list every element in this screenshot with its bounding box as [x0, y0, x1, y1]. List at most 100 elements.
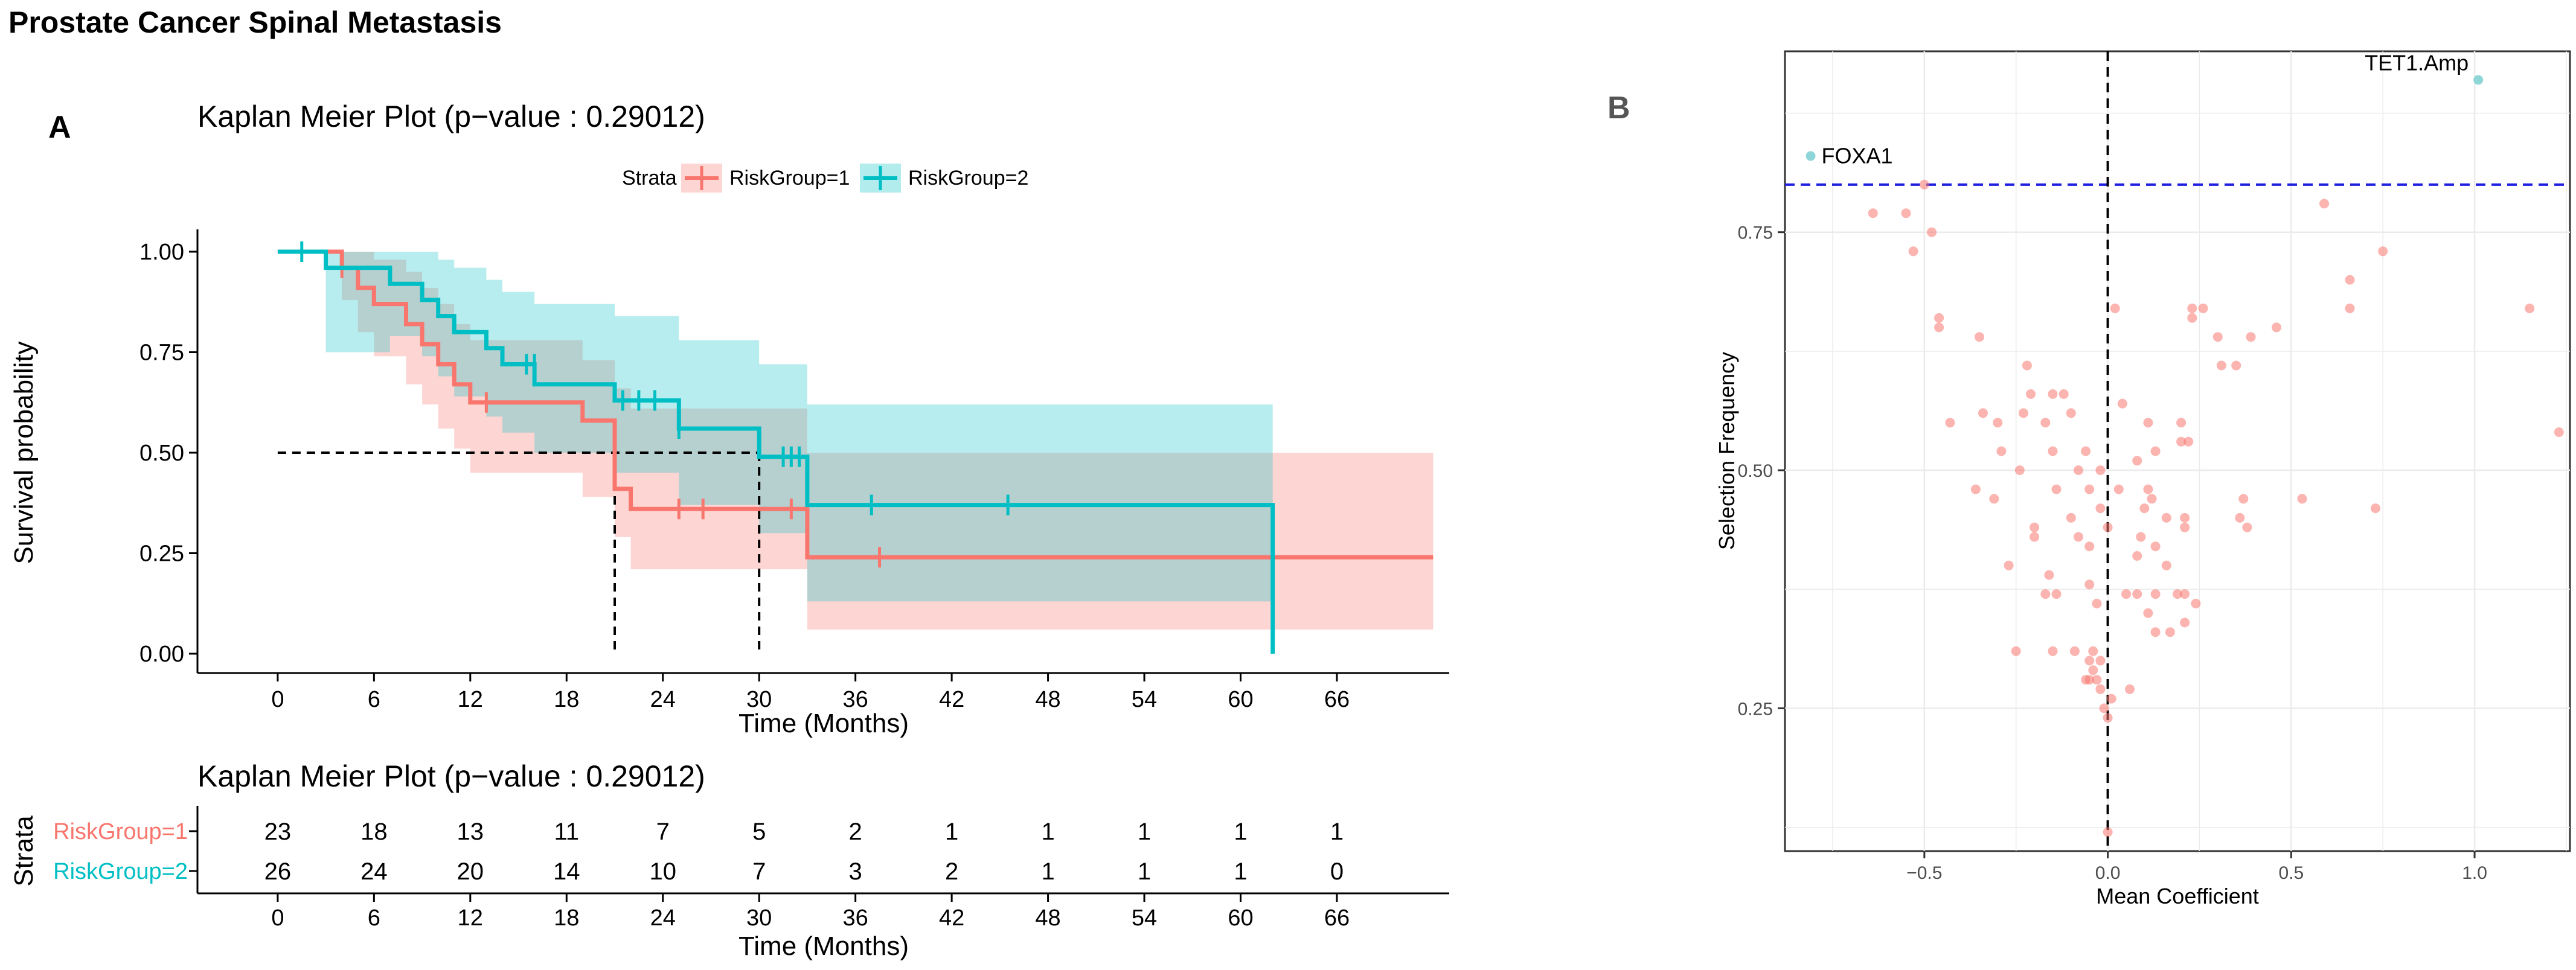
risk-table-cell-r2-c9: 1	[1138, 858, 1151, 885]
scatter-point-84	[2180, 512, 2190, 523]
km-legend-title: Strata	[622, 167, 677, 190]
scatter-point-4	[1919, 179, 1929, 190]
scatter-point-47	[2095, 656, 2106, 666]
scatter-point-61	[2212, 332, 2223, 342]
scatter-point-31	[2030, 522, 2040, 532]
scatter-x-tick-label-3: 1.0	[2462, 863, 2487, 883]
scatter-point-71	[2554, 427, 2564, 437]
scatter-point-27	[2051, 484, 2062, 494]
scatter-point-75	[2176, 436, 2187, 447]
risk-table-x-tick-label-4: 24	[650, 905, 676, 931]
scatter-point-78	[2150, 446, 2161, 456]
km-x-tick-label-1: 6	[368, 687, 380, 712]
scatter-point-7	[1934, 322, 1944, 333]
risk-table-cell-r1-c11: 1	[1330, 818, 1344, 845]
scatter-point-17	[2018, 408, 2028, 418]
risk-table-cell-r2-c2: 20	[457, 858, 484, 885]
risk-table-cell-r1-c8: 1	[1041, 818, 1054, 845]
scatter-point-103	[2180, 617, 2190, 628]
km-x-tick-label-2: 12	[458, 687, 483, 712]
risk-table-cell-r1-c10: 1	[1234, 818, 1247, 845]
km-legend-label-group2: RiskGroup=2	[908, 167, 1028, 190]
scatter-labeled-point-1	[2473, 75, 2484, 85]
scatter-point-39	[2084, 579, 2095, 590]
scatter-point-9	[1945, 418, 1955, 428]
scatter-point-49	[2092, 675, 2102, 685]
risk-table-x-tick-label-2: 12	[458, 905, 483, 931]
km-plot-area	[277, 241, 1434, 654]
scatter-labeled-point-2	[1805, 151, 1816, 161]
scatter-point-40	[2092, 598, 2102, 608]
scatter-point-14	[2026, 389, 2036, 399]
km-y-tick-label-2: 0.50	[139, 441, 184, 466]
scatter-point-98	[2173, 589, 2182, 599]
panel-a-letter: A	[48, 110, 71, 145]
scatter-point-46	[2088, 665, 2098, 675]
risk-table-cell-r1-c3: 11	[554, 818, 580, 845]
scatter-point-105	[2103, 522, 2113, 532]
km-x-tick-label-10: 60	[1228, 687, 1253, 712]
scatter-point-54	[2103, 713, 2113, 723]
scatter-y-tick-label-0: 0.25	[1738, 699, 1773, 719]
risk-table-x-tick-label-10: 60	[1228, 905, 1253, 931]
km-x-tick-label-9: 54	[1132, 687, 1157, 712]
scatter-point-74	[2176, 418, 2187, 428]
scatter-point-100	[2191, 598, 2201, 608]
scatter-point-34	[2084, 541, 2095, 552]
scatter-point-36	[2044, 570, 2054, 580]
km-x-tick-label-3: 18	[554, 687, 579, 712]
scatter-point-50	[2081, 675, 2091, 685]
scatter-point-20	[1993, 418, 2003, 428]
risk-table-cell-r2-c3: 14	[553, 858, 580, 885]
scatter-point-6	[1934, 313, 1944, 323]
risk-table-title: Kaplan Meier Plot (p−value : 0.29012)	[197, 759, 705, 793]
scatter-point-94	[2242, 522, 2252, 532]
scatter-point-15	[2048, 389, 2058, 399]
scatter-y-tick-label-2: 0.75	[1738, 223, 1773, 243]
scatter-point-77	[2132, 456, 2142, 466]
km-curve-group2	[277, 249, 1275, 654]
scatter-point-10	[1978, 408, 1988, 418]
scatter-y-tick-label-1: 0.50	[1738, 461, 1773, 481]
scatter-point-51	[2095, 684, 2106, 694]
panel-b-letter: B	[1607, 91, 1630, 126]
scatter-point-87	[2150, 541, 2161, 552]
scatter-point-73	[2143, 418, 2153, 428]
risk-table-cell-r2-c6: 3	[849, 858, 862, 885]
risk-table-x-tick-label-9: 54	[1132, 905, 1157, 931]
scatter-point-81	[2147, 494, 2157, 504]
scatter-point-32	[2030, 532, 2040, 542]
km-y-tick-label-3: 0.75	[139, 340, 184, 366]
scatter-point-33	[2074, 532, 2083, 542]
scatter-point-64	[2216, 360, 2226, 371]
scatter-point-69	[2345, 303, 2355, 313]
scatter-point-41	[2011, 646, 2021, 656]
scatter-panel: B TET1.Amp FOXA1 −0.5 0.0 0.5 1.0 0.25 0.50 0.7…	[1607, 50, 2571, 908]
km-x-tick-label-11: 66	[1324, 687, 1350, 712]
scatter-point-72	[2117, 398, 2127, 409]
risk-table-x-axis-label: Time (Months)	[739, 931, 909, 961]
risk-table-cell-r1-c6: 2	[849, 818, 862, 845]
risk-table-x-tick-label-7: 42	[939, 905, 964, 931]
risk-table-row-label-2: RiskGroup=2	[53, 859, 188, 884]
scatter-point-102	[2150, 627, 2161, 637]
scatter-point-79	[2113, 484, 2124, 494]
scatter-point-16	[2059, 389, 2069, 399]
scatter-point-96	[2121, 589, 2131, 599]
km-y-tick-label-0: 0.00	[139, 642, 184, 667]
risk-table-cell-r1-c9: 1	[1138, 818, 1151, 845]
km-y-tick-label-4: 1.00	[139, 240, 184, 265]
scatter-point-label-2: FOXA1	[1822, 144, 1893, 168]
scatter-x-tick-label-1: 0.0	[2095, 863, 2121, 883]
scatter-point-80	[2143, 484, 2153, 494]
risk-table-cell-r1-c2: 13	[457, 818, 484, 845]
scatter-point-58	[2187, 303, 2197, 313]
km-curve-group1	[277, 249, 1434, 560]
km-x-tick-label-4: 24	[650, 687, 676, 712]
km-legend: Strata RiskGroup=1 RiskGroup=2	[622, 164, 1028, 193]
scatter-point-104	[2165, 627, 2175, 637]
scatter-panel-border	[1784, 50, 2571, 852]
scatter-point-8	[1975, 332, 1984, 342]
scatter-point-97	[2132, 589, 2142, 599]
scatter-point-23	[2081, 446, 2091, 456]
